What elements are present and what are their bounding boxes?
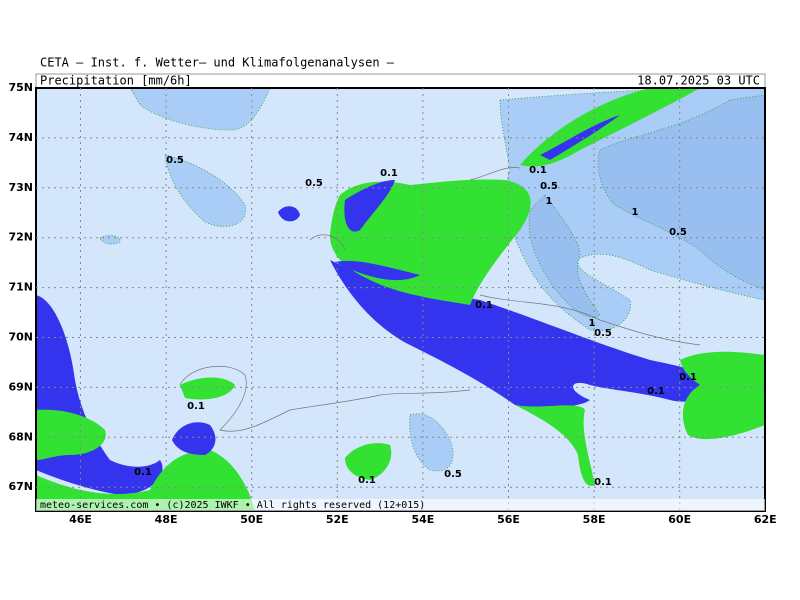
- lat-label: 68N: [8, 430, 33, 443]
- precip-area-0-1: [278, 206, 300, 222]
- lat-label: 75N: [8, 81, 33, 94]
- precip-area-0-1: [345, 443, 392, 480]
- contour-label: 1: [589, 318, 596, 329]
- lon-label: 46E: [69, 513, 92, 526]
- lon-label: 54E: [411, 513, 434, 526]
- contour-label: 0.5: [669, 227, 687, 238]
- precip-area-0-5: [164, 154, 247, 227]
- lat-label: 69N: [8, 380, 33, 393]
- contour-label: 0.1: [475, 300, 493, 311]
- precip-area-0-5: [129, 88, 271, 131]
- lat-label: 67N: [8, 480, 33, 493]
- lat-label: 70N: [8, 331, 33, 344]
- lon-label: 56E: [497, 513, 520, 526]
- contour-label: 1: [546, 196, 553, 207]
- lon-label: 50E: [240, 513, 263, 526]
- precip-area-0-5: [409, 413, 454, 472]
- lat-label: 72N: [8, 231, 33, 244]
- contour-label: 0.5: [444, 469, 462, 480]
- contour-label: 1: [632, 207, 639, 218]
- contour-label: 0.1: [358, 475, 376, 486]
- precip-area-1: [528, 194, 601, 318]
- lon-label: 60E: [668, 513, 691, 526]
- lat-label: 73N: [8, 181, 33, 194]
- contour-label: 0.5: [166, 155, 184, 166]
- contour-label: 0.1: [529, 165, 547, 176]
- lon-label: 52E: [326, 513, 349, 526]
- lat-label: 74N: [8, 131, 33, 144]
- contour-label: 0.5: [540, 181, 558, 192]
- timestamp: 18.07.2025 03 UTC: [637, 74, 760, 88]
- precip-area-1: [597, 94, 765, 291]
- precip-area-0-1: [172, 422, 216, 455]
- coastline: [179, 167, 701, 432]
- lon-label: 58E: [583, 513, 606, 526]
- subtitle: Precipitation [mm/6h]: [40, 74, 192, 88]
- lat-label: 71N: [8, 281, 33, 294]
- footer-credit: meteo-services.com • (c)2025 IWKF • All …: [40, 500, 425, 511]
- precip-area-0-1: [680, 351, 765, 440]
- header-title: CETA — Inst. f. Wetter— und Klimafolgena…: [40, 56, 395, 70]
- precip-area-0-1: [335, 180, 420, 281]
- contour-label: 0.1: [380, 168, 398, 179]
- contour-label: 0.1: [134, 467, 152, 478]
- contour-label: 0.1: [594, 477, 612, 488]
- map-area: [35, 87, 766, 512]
- lon-label: 48E: [155, 513, 178, 526]
- precip-area-0-1: [540, 115, 620, 160]
- lon-label: 62E: [754, 513, 777, 526]
- contour-label: 0.5: [594, 328, 612, 339]
- precip-area-0-1: [36, 409, 255, 511]
- precip-area-0-1: [515, 405, 595, 486]
- contour-label: 0.5: [305, 178, 323, 189]
- precip-area-0-1: [180, 377, 235, 400]
- contour-label: 0.1: [647, 386, 665, 397]
- contour-label: 0.1: [187, 401, 205, 412]
- footer-bar: [36, 499, 765, 511]
- contour-label: 0.1: [679, 372, 697, 383]
